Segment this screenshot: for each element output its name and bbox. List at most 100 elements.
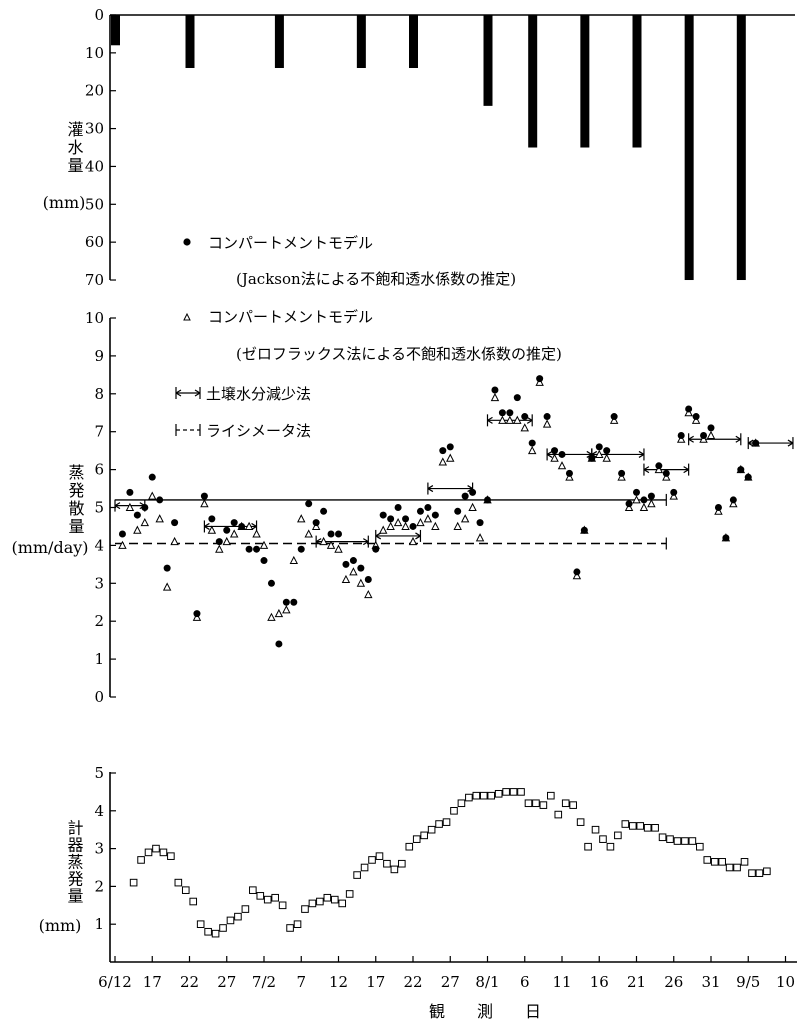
pan-square-point [658, 833, 667, 842]
et-dot-point [379, 511, 387, 519]
pan-square-point [472, 791, 481, 800]
pan-square-point [457, 799, 466, 808]
et-y-tick-label: 10 [85, 309, 104, 327]
interval-arrows [747, 439, 794, 447]
et-dot-point [305, 500, 313, 508]
et-dot-point [484, 496, 491, 504]
pan-square-point [211, 929, 220, 938]
et-dot-point [148, 473, 156, 481]
irrigation-bar [632, 15, 642, 148]
et-y-tick-label: 6 [94, 461, 104, 479]
et-triangle-point [513, 415, 522, 424]
legend-soil-marker [175, 387, 201, 399]
irrigation-bar [356, 15, 366, 69]
pan-square-point [398, 859, 406, 868]
interval-arrows [546, 450, 593, 458]
pan-yunit: (mm) [39, 916, 82, 935]
irrigation-bar [111, 15, 120, 46]
et-dot-point [245, 545, 253, 553]
et-panel: 0 1 2 3 4 5 6 7 8 9 10 蒸発散量 (mm/day) コンパートメントモデル (… [11, 234, 794, 706]
pan-square-point [271, 893, 279, 902]
et-dot-point [744, 473, 752, 481]
et-y-tick-label: 1 [94, 650, 104, 668]
pan-square-point [293, 920, 302, 929]
et-triangle-point [550, 453, 559, 462]
pan-x-tick-label: 21 [627, 973, 646, 991]
interval-arrows [375, 532, 421, 540]
et-dot-point [118, 530, 126, 538]
interval-arrows [315, 538, 369, 546]
et-triangle-point [505, 415, 515, 424]
irrigation-ylabel: 灌水量 [65, 121, 84, 175]
pan-square-point [740, 858, 749, 866]
et-dot-point [506, 409, 514, 417]
pan-x-tick-label: 9/5 [736, 973, 760, 991]
et-triangle-point [125, 502, 135, 511]
et-dot-point [640, 496, 648, 504]
et-dot-point [171, 519, 179, 527]
et-dot-point [521, 413, 529, 421]
et-triangle-point [527, 445, 537, 455]
pan-square-point [427, 825, 436, 834]
et-y-ticks: 0 1 2 3 4 5 6 7 8 9 10 [85, 309, 116, 706]
et-dot-point [633, 488, 640, 496]
et-dot-point [223, 526, 231, 534]
et-triangle-point [475, 533, 485, 542]
irrigation-yunit: (mm) [43, 193, 86, 212]
et-triangle-point [602, 453, 611, 462]
et-dot-point [707, 424, 715, 432]
et-dot-point [662, 469, 670, 477]
pan-square-point [338, 899, 347, 908]
et-dot-point [722, 534, 730, 542]
pan-square-point [755, 869, 764, 877]
pan-square-point [554, 810, 563, 819]
et-triangle-point [140, 517, 150, 527]
pan-square-point [360, 863, 369, 872]
pan-square-point [323, 893, 332, 902]
et-triangle-point [542, 419, 552, 428]
irrigation-y-tick-label: 30 [85, 120, 104, 138]
pan-square-point [532, 799, 540, 808]
et-dot-point [156, 496, 164, 504]
et-triangle-point [468, 502, 477, 511]
et-dot-point [461, 492, 469, 500]
irrigation-bars [111, 15, 746, 281]
pan-x-tick-label: 6/12 [98, 973, 132, 991]
et-dot-point [357, 564, 365, 572]
et-dot-point [416, 507, 424, 515]
et-dot-point [126, 488, 134, 496]
et-triangle-point [222, 536, 231, 546]
interval-arrows [487, 416, 533, 424]
et-dot-point [737, 466, 745, 474]
pan-square-point [502, 788, 510, 796]
et-triangle-point [349, 567, 358, 576]
pan-x-tick-label: 12 [329, 973, 348, 991]
irrigation-bar [185, 15, 195, 69]
et-triangle-point [490, 392, 500, 402]
interval-arrows [114, 502, 146, 510]
et-dot-point [335, 530, 342, 538]
pan-square-point [263, 895, 272, 904]
irrigation-panel: 0 10 20 30 40 50 60 70 灌水量 (mm) [43, 6, 795, 289]
et-triangle-point [274, 608, 284, 618]
pan-x-tick-label: 11 [552, 973, 571, 991]
et-y-tick-label: 9 [94, 347, 104, 365]
pan-square-point [353, 871, 361, 879]
et-triangle-point [453, 521, 462, 530]
et-triangle-point [647, 499, 656, 508]
et-dot-point [141, 504, 149, 511]
pan-square-point [137, 856, 145, 864]
et-dot-point [677, 431, 685, 439]
pan-square-point [628, 822, 637, 830]
pan-square-point [606, 842, 615, 851]
pan-square-points [129, 788, 771, 938]
et-lysimeter-lines [115, 493, 667, 550]
et-dot-point [573, 568, 581, 576]
pan-square-point [696, 842, 704, 851]
irrigation-bar [528, 15, 538, 148]
pan-square-point [763, 867, 771, 876]
et-dot-point [372, 545, 380, 553]
pan-y-tick-label: 3 [94, 840, 104, 858]
et-dot-point [588, 454, 596, 462]
